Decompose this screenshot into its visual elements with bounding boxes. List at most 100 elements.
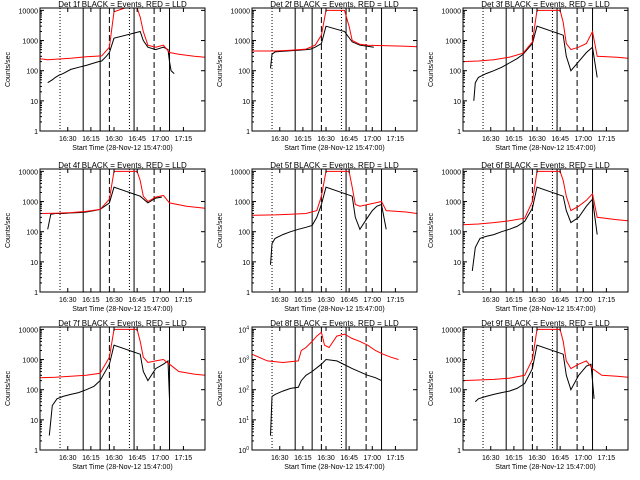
y-tick-label: 100 <box>26 388 38 395</box>
x-tick-label: 16:30 <box>59 297 77 304</box>
chart-title: Det 8f BLACK = Events, RED = LLD <box>270 319 399 328</box>
x-tick-label: 16:45 <box>128 297 146 304</box>
y-tick-label: 10000 <box>231 169 251 176</box>
x-tick-label: 17:00 <box>152 297 170 304</box>
y-tick-label: 1000 <box>445 39 461 46</box>
chart-panel-9: 1 10 100 1000 10000 16:30 16:15 16:30 16:45 17:00… <box>428 319 629 471</box>
y-tick-label: 100 <box>238 230 250 237</box>
y-tick-exponent: 3 <box>246 356 249 362</box>
series-line-events <box>270 186 387 265</box>
y-tick-label: 1000 <box>22 358 38 365</box>
x-axis-label: Start Time (28-Nov-12 15:47:00) <box>284 464 384 471</box>
x-tick-label: 16:30 <box>271 297 289 304</box>
y-axis-label: Counts/sec <box>428 370 435 406</box>
x-tick-label: 16:45 <box>340 136 358 143</box>
y-tick-label: 100 <box>449 230 461 237</box>
series-line-lld <box>252 170 417 216</box>
plot-frame <box>251 168 418 293</box>
x-tick-label: 16:30 <box>105 455 123 462</box>
plot-frame <box>39 326 206 451</box>
series-line-events <box>471 186 598 271</box>
x-tick-label: 17:00 <box>575 455 593 462</box>
x-axis-label: Start Time (28-Nov-12 15:47:00) <box>495 145 595 152</box>
series-line-events <box>474 344 595 403</box>
chart-panel-5: 1 10 100 1000 10000 16:30 16:15 16:30 16:45 17:00… <box>217 161 418 313</box>
y-tick-label: 10 <box>453 260 461 267</box>
y-tick-label: 104 <box>238 325 249 334</box>
series-line-lld <box>252 331 399 364</box>
y-tick-label: 1 <box>457 448 461 455</box>
x-tick-label: 16:45 <box>128 455 146 462</box>
y-axis-label: Counts/sec <box>5 51 12 87</box>
y-tick-label: 1 <box>457 129 461 136</box>
x-tick-label: 17:00 <box>575 297 593 304</box>
x-tick-label: 16:45 <box>340 455 358 462</box>
x-tick-label: 16:15 <box>505 297 523 304</box>
y-tick-label: 100 <box>26 230 38 237</box>
y-axis-label: Counts/sec <box>217 370 224 406</box>
plot-frame <box>462 326 629 451</box>
y-tick-label: 1 <box>457 290 461 297</box>
x-tick-label: 16:30 <box>59 455 77 462</box>
y-tick-label: 10 <box>453 418 461 425</box>
x-tick-label: 16:15 <box>294 136 312 143</box>
series-line-events <box>48 344 170 436</box>
y-tick-base: 10 <box>238 358 246 365</box>
y-axis-label: Counts/sec <box>5 212 12 248</box>
y-tick-label: 1000 <box>445 200 461 207</box>
y-tick-label: 100 <box>449 388 461 395</box>
plot-frame <box>39 168 206 293</box>
x-tick-label: 17:15 <box>175 136 193 143</box>
x-tick-label: 16:30 <box>271 455 289 462</box>
x-axis-label: Start Time (28-Nov-12 15:47:00) <box>72 306 172 313</box>
x-tick-label: 16:15 <box>82 297 100 304</box>
x-axis-label: Start Time (28-Nov-12 15:47:00) <box>72 145 172 152</box>
series-line-lld <box>40 8 205 61</box>
y-tick-label: 1 <box>34 129 38 136</box>
y-tick-label: 1 <box>34 290 38 297</box>
x-tick-label: 16:15 <box>294 297 312 304</box>
series-line-lld <box>40 328 205 379</box>
y-tick-label: 101 <box>238 416 249 425</box>
series-line-events <box>270 358 382 436</box>
y-tick-label: 10000 <box>442 327 462 334</box>
y-tick-label: 1000 <box>445 358 461 365</box>
series-line-events <box>473 25 598 101</box>
chart-panel-2: 1 10 100 1000 10000 16:30 16:15 16:30 16:45 17:00… <box>217 0 418 152</box>
x-tick-label: 17:00 <box>575 136 593 143</box>
x-tick-label: 16:15 <box>82 136 100 143</box>
y-tick-label: 10000 <box>19 8 39 15</box>
series-line-lld <box>463 328 628 382</box>
x-tick-label: 16:30 <box>528 136 546 143</box>
x-tick-label: 17:15 <box>387 455 405 462</box>
x-tick-label: 16:30 <box>482 455 500 462</box>
y-tick-exponent: 0 <box>246 446 249 452</box>
x-tick-label: 16:15 <box>505 455 523 462</box>
y-axis-label: Counts/sec <box>428 212 435 248</box>
x-tick-label: 16:30 <box>482 297 500 304</box>
y-tick-base: 10 <box>238 418 246 425</box>
x-tick-label: 16:45 <box>551 136 569 143</box>
x-tick-label: 16:30 <box>59 136 77 143</box>
series-line-lld <box>463 170 628 226</box>
x-tick-label: 16:45 <box>128 136 146 143</box>
y-tick-label: 10000 <box>442 169 462 176</box>
chart-title: Det 9f BLACK = Events, RED = LLD <box>481 319 610 328</box>
series-line-events <box>47 30 175 84</box>
y-tick-label: 10 <box>453 99 461 106</box>
x-axis-label: Start Time (28-Nov-12 15:47:00) <box>72 464 172 471</box>
y-tick-label: 100 <box>238 446 249 455</box>
x-axis-label: Start Time (28-Nov-12 15:47:00) <box>495 464 595 471</box>
y-tick-base: 10 <box>238 448 246 455</box>
x-tick-label: 16:30 <box>105 136 123 143</box>
chart-panel-6: 1 10 100 1000 10000 16:30 16:15 16:30 16:45 17:00… <box>428 161 629 313</box>
x-tick-label: 17:15 <box>387 136 405 143</box>
y-tick-label: 100 <box>26 69 38 76</box>
chart-panel-7: 1 10 100 1000 10000 16:30 16:15 16:30 16:45 17:00… <box>5 319 206 471</box>
y-axis-label: Counts/sec <box>217 212 224 248</box>
x-tick-label: 16:30 <box>317 455 335 462</box>
x-tick-label: 17:15 <box>175 455 193 462</box>
y-tick-exponent: 4 <box>246 325 249 331</box>
y-tick-exponent: 1 <box>246 416 249 422</box>
x-tick-label: 17:00 <box>152 136 170 143</box>
